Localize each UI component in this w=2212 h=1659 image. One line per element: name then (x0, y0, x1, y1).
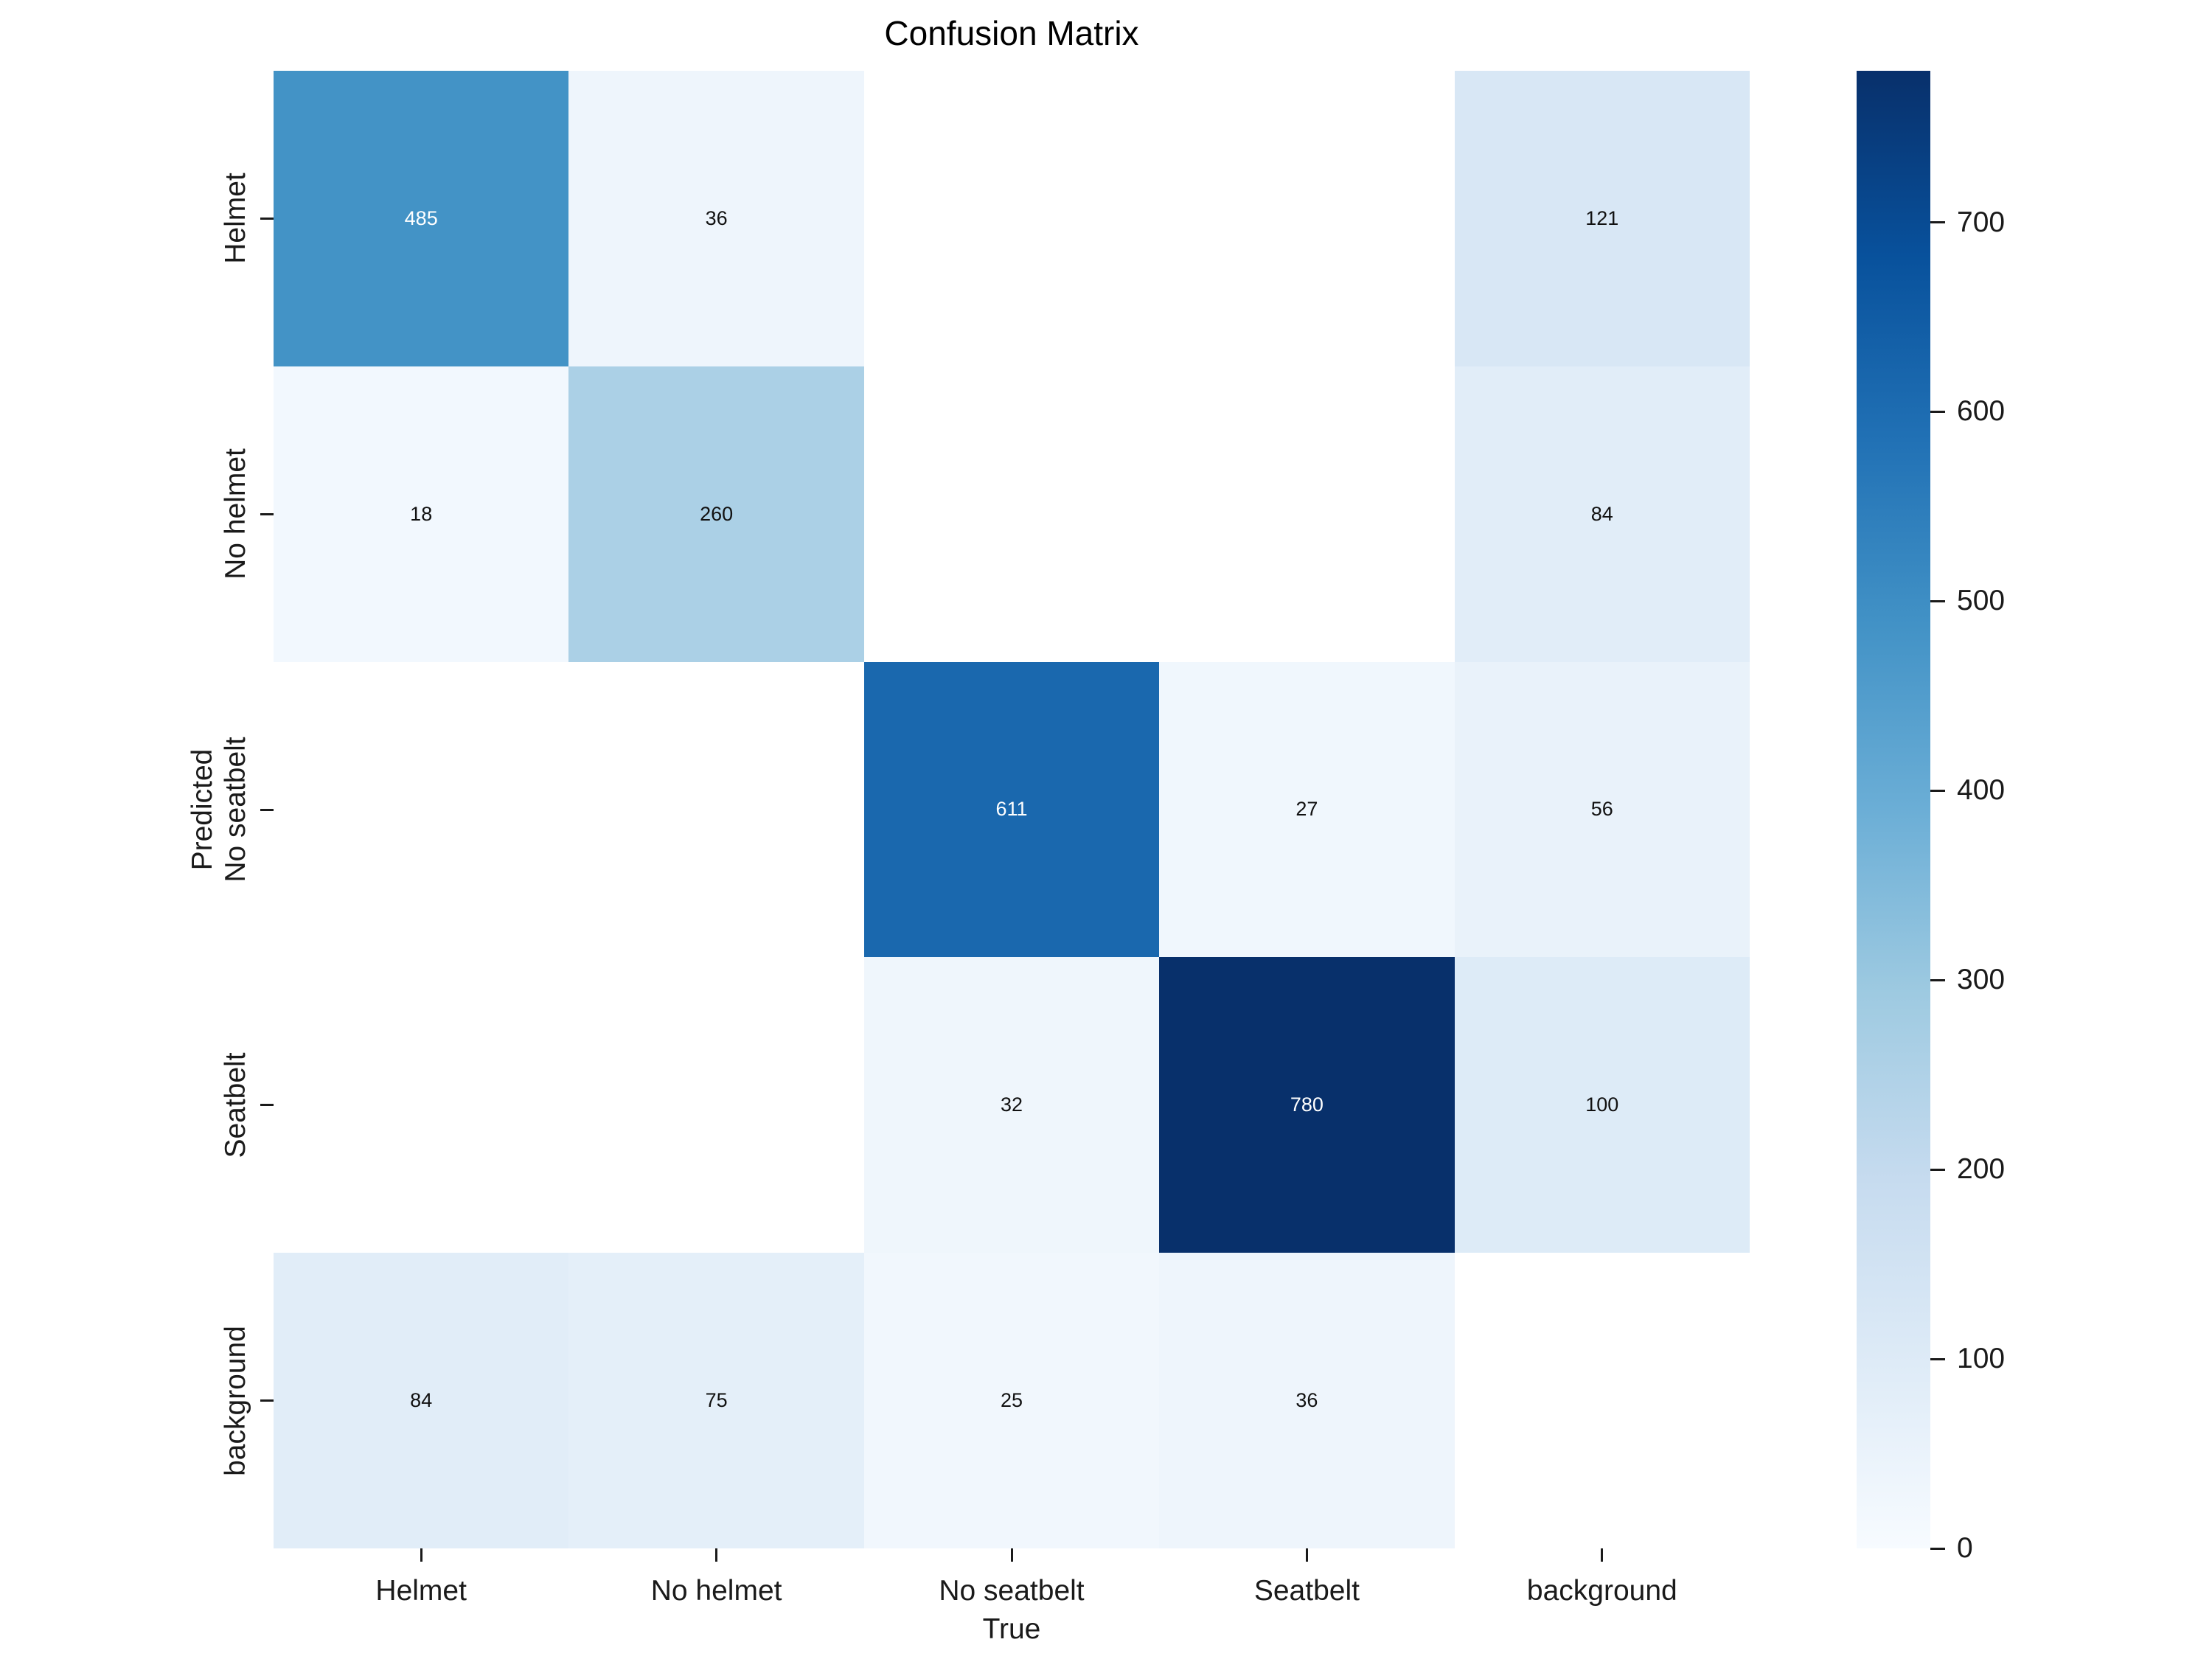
colorbar-tick-label: 400 (1957, 774, 2006, 807)
heatmap-cell: 260 (568, 366, 864, 662)
x-tick-label: No seatbelt (939, 1575, 1085, 1607)
heatmap-cell (863, 71, 1160, 366)
colorbar-tick-label: 100 (1957, 1343, 2006, 1375)
x-axis-label: True (982, 1613, 1041, 1645)
colorbar-tick-label: 700 (1957, 206, 2006, 238)
heatmap-cell (1159, 366, 1455, 662)
heatmap-cell: 36 (568, 71, 864, 366)
heatmap-cell: 56 (1454, 661, 1750, 958)
x-tick-mark (1305, 1548, 1308, 1562)
heatmap-cell: 84 (274, 1253, 569, 1548)
cell-value: 84 (1590, 502, 1613, 525)
cell-value: 260 (700, 502, 734, 525)
y-tick-label: Helmet (220, 173, 251, 265)
colorbar-tick-label: 0 (1957, 1532, 1973, 1564)
y-tick-mark (260, 1399, 274, 1402)
y-tick-label: No helmet (220, 448, 251, 580)
y-axis-ticks: Helmet No helmet No seatbelt Seatbelt backgr… (0, 71, 274, 1548)
cell-value: 84 (410, 1389, 433, 1412)
colorbar-tick-label: 300 (1957, 964, 2006, 996)
x-tick-mark (715, 1548, 718, 1562)
y-tick-mark (260, 217, 274, 220)
colorbar-tick-label: 600 (1957, 395, 2006, 428)
heatmap-cell: 27 (1159, 661, 1455, 958)
x-tick-mark (1010, 1548, 1013, 1562)
cell-value: 32 (1000, 1093, 1023, 1116)
cell-value: 121 (1585, 206, 1619, 229)
heatmap-cell: 25 (863, 1253, 1160, 1548)
heatmap-cell (568, 957, 864, 1253)
colorbar-tick-mark (1930, 1168, 1945, 1171)
cell-value: 75 (705, 1389, 728, 1412)
heatmap-cell (568, 661, 864, 958)
heatmap-cell: 100 (1454, 957, 1750, 1253)
cell-value: 18 (410, 502, 433, 525)
heatmap-cell (274, 661, 569, 958)
heatmap-cell: 18 (274, 366, 569, 662)
cell-value: 100 (1585, 1093, 1619, 1116)
cell-value: 611 (995, 798, 1028, 821)
x-tick-label: background (1526, 1575, 1677, 1607)
x-tick-label: Seatbelt (1253, 1575, 1360, 1607)
colorbar-ticks: 0 100 200 300 400 500 600 700 (1930, 71, 2211, 1564)
cell-value: 780 (1290, 1093, 1324, 1116)
colorbar-tick-mark (1930, 410, 1945, 413)
heatmap-cell: 36 (1159, 1253, 1455, 1548)
colorbar-tick-mark (1930, 1357, 1945, 1360)
cell-value: 36 (1295, 1389, 1318, 1412)
x-tick-mark (420, 1548, 422, 1562)
y-tick-mark (260, 512, 274, 515)
heatmap-cell: 485 (274, 71, 569, 366)
x-tick-label: No helmet (650, 1575, 782, 1607)
colorbar-tick-mark (1930, 1547, 1945, 1550)
chart-title: Confusion Matrix (884, 14, 1139, 52)
y-tick-label: Seatbelt (220, 1052, 251, 1158)
y-tick-mark (260, 808, 274, 811)
cell-value: 36 (705, 206, 728, 229)
colorbar-tick-mark (1930, 599, 1945, 602)
heatmap-cell (1454, 1253, 1750, 1548)
x-tick-label: Helmet (375, 1575, 467, 1607)
cell-value: 25 (1000, 1389, 1023, 1412)
heatmap-cell: 84 (1454, 366, 1750, 662)
heatmap-cell (863, 366, 1160, 662)
y-axis-label: Predicted (187, 748, 218, 871)
heatmap-cell: 75 (568, 1253, 864, 1548)
cell-value: 27 (1295, 798, 1318, 821)
heatmap-cell (274, 957, 569, 1253)
y-tick-label: No seatbelt (220, 737, 251, 883)
heatmap-grid: 485 36 121 18 260 84 611 27 56 32 780 100 84 75 25 36 (274, 71, 1750, 1548)
heatmap-cell: 611 (863, 661, 1160, 958)
colorbar-tick-mark (1930, 221, 1945, 224)
y-tick-label: background (220, 1325, 251, 1476)
heatmap-cell: 32 (863, 957, 1160, 1253)
colorbar-tick-mark (1930, 789, 1945, 792)
heatmap-cell: 780 (1159, 957, 1455, 1253)
heatmap-cell: 121 (1454, 71, 1750, 366)
colorbar-tick-mark (1930, 978, 1945, 981)
colorbar-tick-label: 200 (1957, 1153, 2006, 1186)
x-axis-ticks: Helmet No helmet No seatbelt Seatbelt backgr… (274, 1548, 1750, 1652)
cell-value: 56 (1590, 798, 1613, 821)
colorbar-tick-label: 500 (1957, 585, 2006, 617)
cell-value: 485 (404, 206, 438, 229)
heatmap-cell (1159, 71, 1455, 366)
colorbar (1857, 71, 1930, 1548)
x-tick-mark (1601, 1548, 1604, 1562)
y-tick-mark (260, 1104, 274, 1107)
